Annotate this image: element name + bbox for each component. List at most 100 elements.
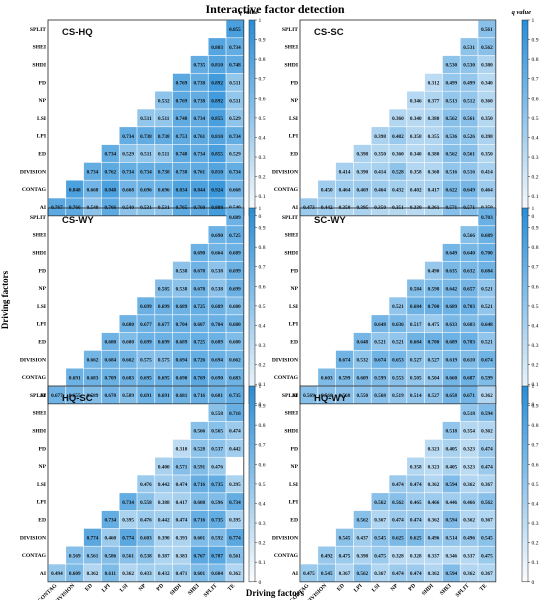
heatmap-cell (155, 198, 173, 216)
cell-value-label: 0.689 (481, 233, 493, 239)
heatmap-cell (119, 180, 137, 198)
heatmap-cell (155, 127, 173, 145)
colorbar-segment (249, 340, 255, 346)
heatmap-cell (83, 180, 102, 198)
heatmap-cell (424, 368, 443, 386)
colorbar-tick-label: 0.4 (259, 135, 266, 141)
colorbar-segment (522, 379, 528, 385)
colorbar-segment (522, 572, 528, 578)
colorbar-tick-label: 0.7 (259, 265, 266, 271)
heatmap-cell (208, 493, 226, 511)
cell-value-label: 0.700 (428, 340, 440, 346)
colorbar-segment (249, 152, 255, 158)
heatmap-cell (155, 546, 173, 564)
heatmap-cell (424, 180, 443, 198)
cell-value-label: 0.653 (392, 358, 404, 364)
heatmap-cell (208, 91, 226, 109)
y-tick-label: LSI (37, 116, 46, 122)
cell-value-label: 0.398 (356, 553, 368, 559)
cell-value-label: 0.622 (445, 187, 457, 193)
cell-value-label: 0.340 (410, 152, 422, 158)
heatmap-cell (389, 180, 407, 198)
x-tick-label: TE (227, 583, 237, 593)
cell-value-label: 0.594 (481, 411, 493, 417)
cell-value-label: 0.748 (176, 152, 188, 158)
cell-value-label: 0.504 (428, 375, 440, 381)
heatmap-cell (101, 332, 119, 351)
heatmap-cell (424, 91, 443, 109)
heatmap-cell (478, 226, 496, 244)
colorbar-segment (522, 335, 528, 341)
cell-value-label: 0.398 (374, 134, 386, 140)
colorbar-tick-label: 0.1 (532, 560, 539, 566)
heatmap-cell (460, 350, 478, 368)
y-tick-label: ED (38, 340, 46, 346)
colorbar-segment (249, 400, 255, 406)
heatmap-cell (172, 493, 191, 511)
cell-value-label: 0.511 (140, 116, 152, 122)
heatmap-cell (478, 73, 496, 91)
cell-value-label: 0.671 (463, 393, 475, 399)
heatmap-cell (318, 368, 336, 386)
cell-value-label: 0.848 (104, 187, 116, 193)
cell-value-label: 0.474 (410, 482, 422, 488)
heatmap-cell (190, 350, 208, 368)
cell-value-label: 0.377 (428, 98, 440, 104)
heatmap-cell (119, 350, 137, 368)
cell-value-label: 0.704 (211, 322, 223, 328)
colorbar-segment (522, 434, 528, 441)
heatmap-cell (424, 564, 443, 582)
cell-value-label: 0.496 (463, 536, 475, 542)
cell-value-label: 0.689 (229, 215, 241, 221)
heatmap-cell (137, 386, 155, 404)
cell-value-label: 0.716 (193, 393, 205, 399)
cell-value-label: 0.562 (374, 500, 386, 506)
cell-value-label: 0.476 (140, 482, 152, 488)
heatmap-cell (442, 332, 460, 351)
heatmap-cell (155, 510, 173, 529)
cell-value-label: 0.769 (193, 375, 205, 381)
heatmap-cell (119, 493, 137, 511)
heatmap-cell (226, 564, 244, 582)
cell-value-label: 0.337 (463, 553, 475, 559)
cell-value-label: 0.545 (374, 536, 386, 542)
y-tick-label: LSI (289, 304, 298, 310)
heatmap-cell (155, 350, 173, 368)
panel-title: SC-WY (314, 215, 346, 226)
cell-value-label: 0.405 (445, 464, 457, 470)
heatmap-cell (208, 332, 226, 351)
heatmap-cell (226, 180, 244, 198)
cell-value-label: 0.810 (211, 134, 223, 140)
heatmap-cell (208, 226, 226, 244)
cell-value-label: 0.511 (158, 152, 170, 158)
y-tick-label: NP (291, 464, 299, 470)
colorbar-segment (249, 208, 255, 214)
cell-value-label: 0.521 (481, 340, 493, 346)
colorbar-segment (522, 281, 528, 287)
colorbar-segment (249, 227, 255, 233)
heatmap-cell (172, 528, 191, 546)
heatmap-cell (155, 564, 173, 582)
heatmap-cell (424, 127, 443, 145)
heatmap-cell (155, 332, 173, 351)
cell-value-label: 0.753 (176, 134, 188, 140)
heatmap-cell (335, 546, 354, 564)
heatmap-cell (424, 493, 443, 511)
heatmap-cell (137, 546, 155, 564)
y-tick-label: CONTAG (274, 553, 299, 559)
cell-value-label: 0.608 (193, 500, 205, 506)
colorbar-tick-label: 0.3 (532, 521, 539, 527)
colorbar-segment (522, 117, 528, 124)
cell-value-label: 0.414 (374, 170, 386, 176)
cell-value-label: 0.538 (211, 286, 223, 292)
heatmap-cell (478, 546, 496, 564)
heatmap-cell (190, 55, 208, 74)
heatmap-cell (460, 243, 478, 262)
cell-value-label: 0.367 (339, 571, 351, 577)
panel-title: CS-SC (314, 27, 344, 38)
y-tick-label: SPLIT (30, 393, 46, 399)
cell-value-label: 0.355 (428, 134, 440, 140)
heatmap-cell (407, 279, 425, 297)
colorbar-segment (522, 266, 528, 273)
cell-value-label: 0.362 (481, 429, 493, 435)
